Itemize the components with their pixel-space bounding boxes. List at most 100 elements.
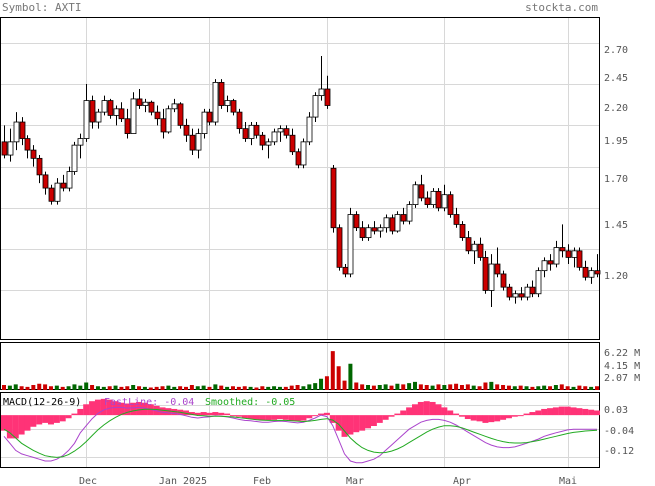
candle-body	[160, 118, 167, 133]
volume-bar	[31, 385, 36, 390]
histogram-bar	[523, 413, 530, 416]
candle-body	[60, 182, 67, 189]
macd-tick: -0.12	[604, 446, 634, 457]
candle-body	[306, 116, 313, 143]
volume-bar	[442, 385, 447, 390]
volume-bar	[571, 386, 576, 390]
volume-bar	[548, 386, 553, 390]
histogram-bar	[212, 412, 219, 416]
price-tick: 2.45	[604, 73, 628, 84]
volume-bar	[131, 385, 136, 390]
histogram-bar	[453, 413, 460, 416]
candle-body	[371, 227, 378, 232]
candle-body	[594, 270, 601, 275]
macd-tick: -0.04	[604, 426, 634, 437]
candle-body	[19, 121, 26, 139]
volume-bar	[495, 384, 500, 390]
candle-body	[336, 227, 343, 268]
histogram-bar	[517, 415, 524, 417]
volume-bar	[524, 386, 529, 390]
price-axis-labels: 2.70 2.45 2.20 1.95 1.70 1.45 1.20	[604, 45, 628, 282]
candle-body	[418, 184, 425, 199]
histogram-bar	[482, 415, 489, 423]
candle-body	[353, 214, 360, 229]
candle-body	[136, 98, 143, 106]
candle-body	[83, 100, 90, 139]
candle-body	[571, 250, 578, 258]
histogram-bar	[406, 407, 413, 416]
volume-bar	[512, 386, 517, 390]
volume-bar	[19, 386, 24, 390]
candle-body	[54, 182, 61, 202]
histogram-bar	[106, 399, 113, 416]
candle-body	[312, 95, 319, 118]
volume-bar	[236, 386, 241, 390]
candle-body	[559, 247, 566, 252]
volume-bar	[360, 384, 365, 390]
volume-bar	[459, 385, 464, 390]
histogram-bar	[24, 415, 31, 431]
volume-tick: 6.22 M	[604, 348, 640, 359]
site-watermark[interactable]: stockta.com	[525, 1, 598, 14]
candle-body	[253, 124, 260, 136]
histogram-bar	[458, 415, 465, 417]
volume-axis-labels: 6.22 M 4.15 M 2.07 M	[604, 348, 640, 384]
candle-body	[124, 118, 131, 134]
volume-bar	[501, 385, 506, 390]
histogram-bar	[476, 415, 483, 422]
candle-body	[324, 88, 331, 106]
volume-bar	[407, 383, 412, 390]
histogram-bar	[282, 415, 289, 420]
volume-bar	[412, 381, 417, 390]
histogram-bar	[300, 415, 307, 421]
volume-bar	[342, 380, 347, 390]
month-label: Dec	[79, 476, 97, 486]
candle-body	[477, 243, 484, 258]
volume-bar	[454, 383, 459, 390]
candle-body	[206, 111, 213, 123]
volume-bar	[301, 386, 306, 390]
volume-bar	[2, 385, 6, 390]
macd-tick: 0.03	[604, 405, 628, 416]
volume-bar	[101, 386, 106, 390]
histogram-bar	[541, 408, 548, 416]
volume-bar	[448, 384, 453, 390]
histogram-bar	[564, 406, 571, 416]
candle-body	[535, 270, 542, 295]
histogram-bar	[253, 415, 260, 420]
candle-body	[113, 108, 120, 116]
histogram-bar	[582, 408, 589, 416]
histogram-bar	[505, 415, 512, 419]
histogram-bar	[136, 401, 143, 416]
candle-body	[318, 88, 325, 97]
candle-body	[430, 190, 437, 205]
histogram-bar	[247, 415, 254, 420]
candle-body	[177, 103, 184, 126]
candle-body	[547, 260, 554, 265]
histogram-bar	[388, 415, 395, 417]
histogram-bar	[271, 415, 278, 420]
candle-body	[435, 190, 442, 209]
volume-bar	[54, 385, 59, 390]
volume-bar	[43, 384, 48, 390]
candle-body	[506, 286, 513, 298]
histogram-bar	[265, 415, 272, 421]
volume-bar	[107, 386, 112, 390]
volume-bar	[125, 386, 130, 390]
histogram-bar	[470, 415, 477, 421]
candle-body	[300, 141, 307, 166]
month-label: Mar	[346, 476, 364, 486]
candle-body	[259, 134, 266, 146]
histogram-bar	[570, 407, 577, 416]
histogram-bar	[259, 415, 266, 421]
symbol-label: Symbol: AXTI	[2, 1, 81, 14]
volume-bar	[184, 386, 189, 390]
histogram-bar	[276, 415, 283, 420]
candle-body	[271, 131, 278, 143]
histogram-bar	[194, 412, 201, 416]
volume-bar	[95, 386, 100, 390]
candle-body	[24, 138, 31, 151]
volume-bar	[113, 385, 118, 390]
candle-body	[36, 157, 43, 176]
volume-bar	[142, 386, 147, 390]
